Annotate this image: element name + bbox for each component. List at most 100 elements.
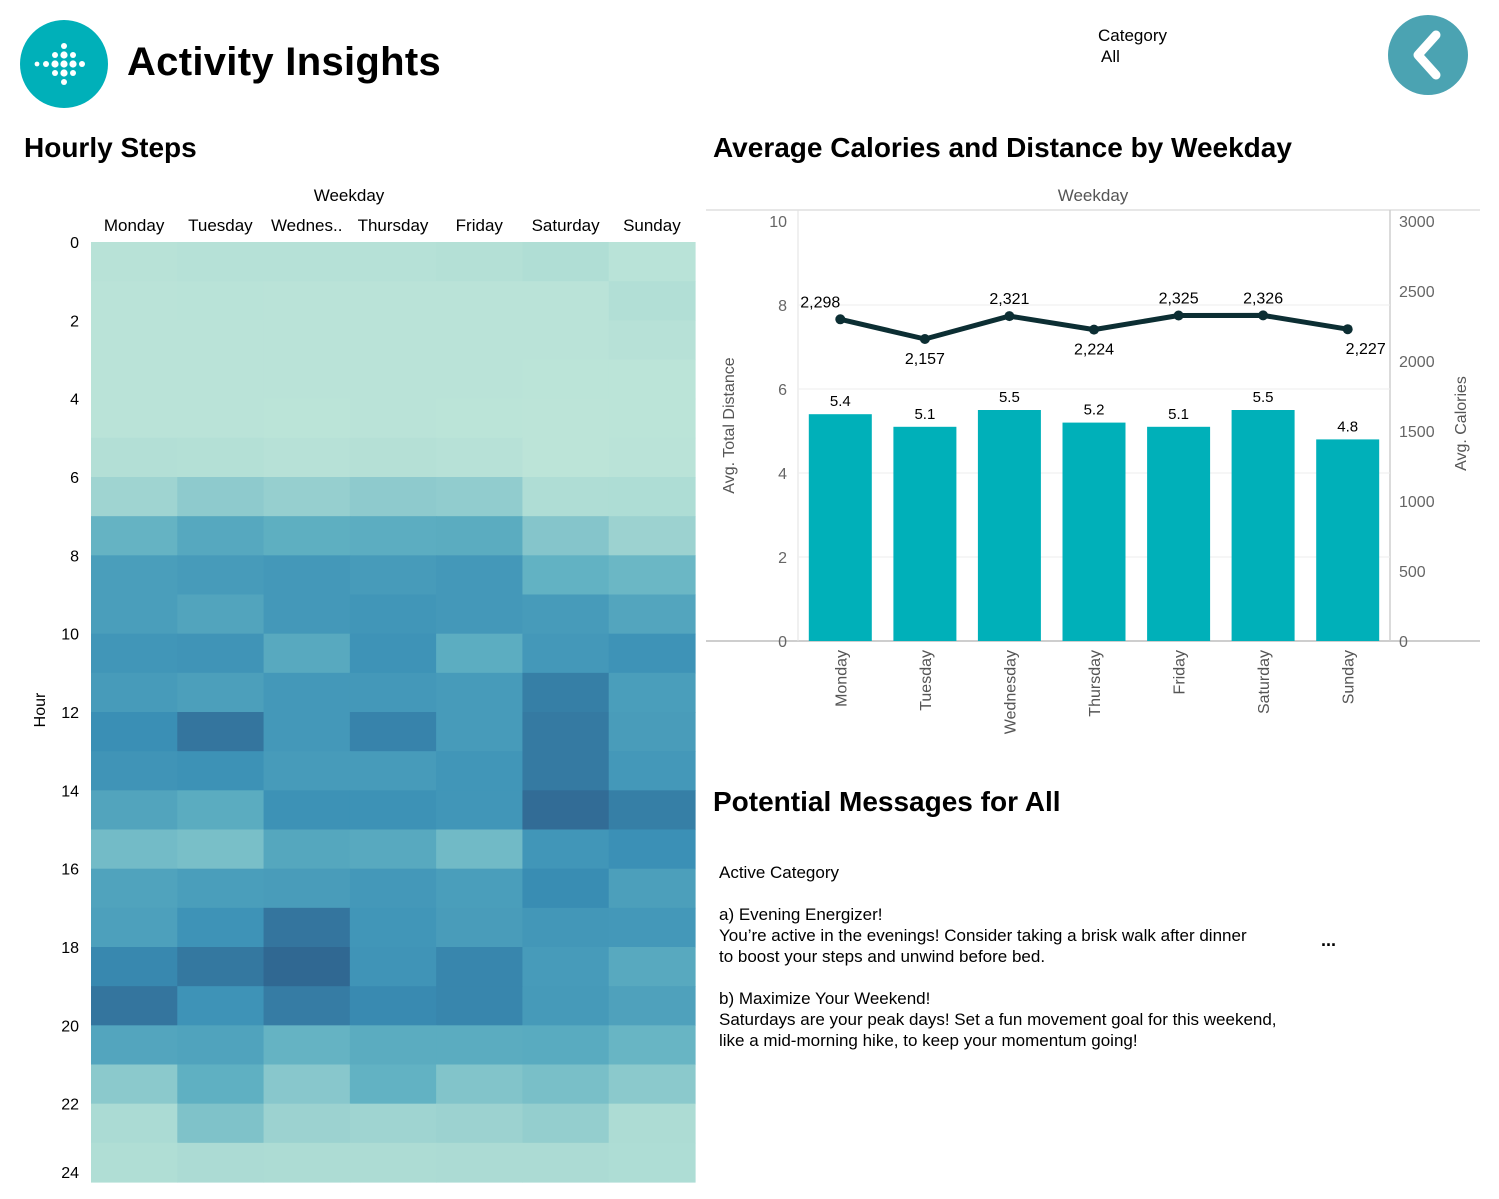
heatmap-cell[interactable] xyxy=(522,555,610,596)
distance-bar[interactable] xyxy=(1231,410,1295,641)
heatmap-cell[interactable] xyxy=(91,633,178,674)
heatmap-cell[interactable] xyxy=(91,594,178,635)
heatmap-cell[interactable] xyxy=(263,1064,351,1105)
heatmap-cell[interactable] xyxy=(436,947,524,987)
heatmap-cell[interactable] xyxy=(263,398,351,439)
heatmap-cell[interactable] xyxy=(349,242,437,282)
heatmap-cell[interactable] xyxy=(436,477,524,517)
heatmap-cell[interactable] xyxy=(263,1103,351,1144)
heatmap-cell[interactable] xyxy=(91,868,178,909)
heatmap-cell[interactable] xyxy=(263,672,351,713)
heatmap-cell[interactable] xyxy=(608,437,696,478)
heatmap-cell[interactable] xyxy=(349,1025,437,1066)
heatmap-cell[interactable] xyxy=(263,790,351,831)
heatmap-cell[interactable] xyxy=(349,594,437,635)
heatmap-cell[interactable] xyxy=(349,633,437,674)
heatmap-cell[interactable] xyxy=(177,281,265,321)
heatmap-cell[interactable] xyxy=(436,281,524,321)
heatmap-cell[interactable] xyxy=(436,398,524,439)
heatmap-cell[interactable] xyxy=(349,1103,437,1144)
heatmap-cell[interactable] xyxy=(522,516,610,556)
heatmap-cell[interactable] xyxy=(91,751,178,791)
heatmap-cell[interactable] xyxy=(263,633,351,674)
heatmap-cell[interactable] xyxy=(608,751,696,791)
heatmap-cell[interactable] xyxy=(263,947,351,987)
heatmap-cell[interactable] xyxy=(349,320,437,361)
heatmap-cell[interactable] xyxy=(522,829,610,870)
heatmap-cell[interactable] xyxy=(522,868,610,909)
heatmap-cell[interactable] xyxy=(91,672,178,713)
heatmap-cell[interactable] xyxy=(522,1064,610,1105)
heatmap-cell[interactable] xyxy=(91,907,178,948)
heatmap-cell[interactable] xyxy=(91,829,178,870)
heatmap-cell[interactable] xyxy=(91,790,178,831)
calories-point[interactable] xyxy=(919,334,930,344)
heatmap-cell[interactable] xyxy=(91,359,178,400)
heatmap-cell[interactable] xyxy=(608,790,696,831)
heatmap-cell[interactable] xyxy=(522,790,610,831)
heatmap-cell[interactable] xyxy=(177,986,265,1026)
back-button[interactable] xyxy=(1388,15,1468,95)
heatmap-cell[interactable] xyxy=(263,868,351,909)
heatmap-cell[interactable] xyxy=(177,712,265,752)
heatmap-cell[interactable] xyxy=(436,555,524,596)
heatmap-cell[interactable] xyxy=(263,751,351,791)
heatmap-cell[interactable] xyxy=(91,986,178,1026)
heatmap-cell[interactable] xyxy=(263,320,351,361)
heatmap-cell[interactable] xyxy=(177,594,265,635)
heatmap-cell[interactable] xyxy=(522,477,610,517)
heatmap-cell[interactable] xyxy=(522,986,610,1026)
heatmap-cell[interactable] xyxy=(91,398,178,439)
heatmap-cell[interactable] xyxy=(349,477,437,517)
distance-bar[interactable] xyxy=(1316,439,1380,641)
heatmap-cell[interactable] xyxy=(349,672,437,713)
heatmap-cell[interactable] xyxy=(263,907,351,948)
heatmap-cell[interactable] xyxy=(608,242,696,282)
heatmap-cell[interactable] xyxy=(91,437,178,478)
heatmap-cell[interactable] xyxy=(349,868,437,909)
heatmap-cell[interactable] xyxy=(349,790,437,831)
heatmap-cell[interactable] xyxy=(263,516,351,556)
calories-point[interactable] xyxy=(835,314,846,325)
heatmap-cell[interactable] xyxy=(91,516,178,556)
heatmap-cell[interactable] xyxy=(263,986,351,1026)
heatmap-cell[interactable] xyxy=(522,594,610,635)
heatmap-cell[interactable] xyxy=(608,868,696,909)
heatmap-cell[interactable] xyxy=(349,986,437,1026)
heatmap-cell[interactable] xyxy=(608,1025,696,1066)
heatmap-cell[interactable] xyxy=(349,437,437,478)
heatmap-cell[interactable] xyxy=(522,359,610,400)
heatmap-cell[interactable] xyxy=(522,712,610,752)
heatmap-cell[interactable] xyxy=(91,320,178,361)
heatmap-cell[interactable] xyxy=(436,359,524,400)
heatmap-cell[interactable] xyxy=(263,437,351,478)
heatmap-cell[interactable] xyxy=(608,672,696,713)
heatmap-cell[interactable] xyxy=(91,1142,178,1183)
heatmap-cell[interactable] xyxy=(436,242,524,282)
heatmap-cell[interactable] xyxy=(91,477,178,517)
heatmap-cell[interactable] xyxy=(177,398,265,439)
distance-bar[interactable] xyxy=(977,410,1041,641)
heatmap-cell[interactable] xyxy=(608,516,696,556)
heatmap-cell[interactable] xyxy=(608,1064,696,1105)
heatmap-cell[interactable] xyxy=(436,751,524,791)
heatmap-cell[interactable] xyxy=(436,437,524,478)
heatmap-cell[interactable] xyxy=(177,516,265,556)
heatmap-cell[interactable] xyxy=(91,712,178,752)
heatmap-cell[interactable] xyxy=(263,1025,351,1066)
heatmap-cell[interactable] xyxy=(263,359,351,400)
heatmap-cell[interactable] xyxy=(608,359,696,400)
heatmap-cell[interactable] xyxy=(608,1142,696,1183)
category-filter-value[interactable]: All xyxy=(1101,47,1120,66)
heatmap-cell[interactable] xyxy=(177,868,265,909)
heatmap-cell[interactable] xyxy=(349,398,437,439)
heatmap-cell[interactable] xyxy=(522,1025,610,1066)
heatmap-cell[interactable] xyxy=(349,1064,437,1105)
heatmap-cell[interactable] xyxy=(349,947,437,987)
heatmap-cell[interactable] xyxy=(522,398,610,439)
heatmap-cell[interactable] xyxy=(436,790,524,831)
heatmap-cell[interactable] xyxy=(436,594,524,635)
heatmap-cell[interactable] xyxy=(608,829,696,870)
heatmap-cell[interactable] xyxy=(263,477,351,517)
calories-point[interactable] xyxy=(1089,324,1099,335)
